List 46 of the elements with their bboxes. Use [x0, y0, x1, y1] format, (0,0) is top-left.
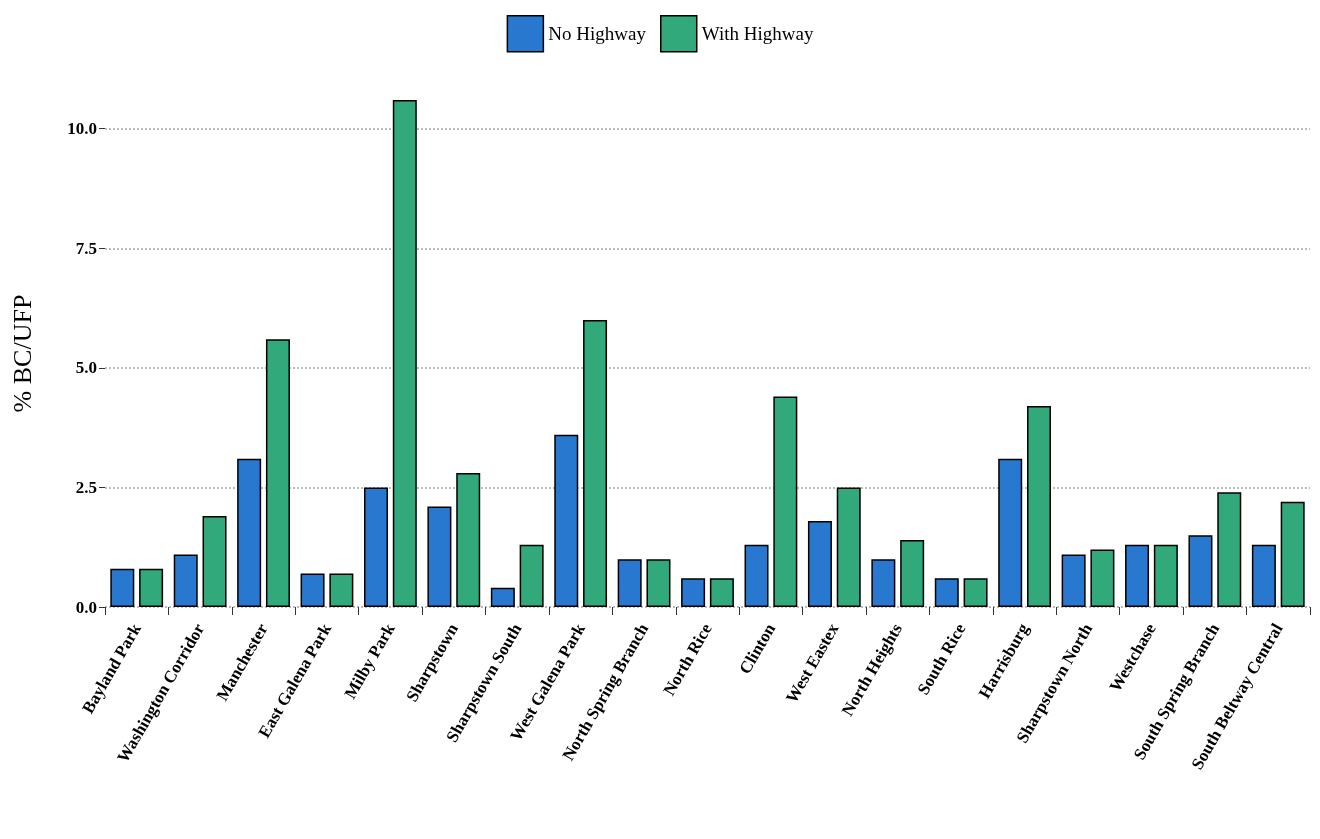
bar	[554, 434, 579, 607]
bar	[1217, 492, 1242, 607]
y-tick-label: 2.5	[75, 477, 97, 497]
bar	[173, 554, 198, 607]
bar	[300, 573, 325, 607]
bar	[1090, 549, 1115, 607]
bar	[963, 578, 988, 607]
bar	[1027, 406, 1052, 607]
y-tick-label: 5.0	[75, 358, 97, 378]
bar	[392, 100, 417, 607]
y-tick-label: 0.0	[75, 597, 97, 617]
bar	[583, 320, 608, 607]
bar	[773, 396, 798, 607]
bar	[1188, 535, 1213, 607]
bar	[646, 559, 671, 607]
bar	[202, 516, 227, 607]
bar	[998, 458, 1023, 607]
legend-label: No Highway	[548, 23, 647, 45]
bar	[709, 578, 734, 607]
bar	[427, 506, 452, 607]
bar	[456, 473, 481, 607]
bar	[1153, 544, 1178, 607]
bar	[744, 544, 769, 607]
y-tick-label: 7.5	[75, 238, 97, 258]
bar	[836, 487, 861, 607]
bar	[363, 487, 388, 607]
bar	[681, 578, 706, 607]
bar	[490, 587, 515, 607]
bar	[617, 559, 642, 607]
bar	[237, 458, 262, 607]
bar	[807, 520, 832, 607]
bar	[1061, 554, 1086, 607]
legend-label: With Highway	[701, 23, 814, 45]
bar	[110, 568, 135, 607]
bar	[1125, 544, 1150, 607]
bar	[1280, 501, 1305, 607]
bar	[329, 573, 354, 607]
bar	[900, 540, 925, 607]
y-tick-label: 10.0	[67, 119, 97, 139]
bar	[139, 568, 164, 607]
bar	[934, 578, 959, 607]
bar	[871, 559, 896, 607]
bar	[519, 544, 544, 607]
y-axis-title: % BC/UFP	[7, 294, 37, 413]
bar	[1251, 544, 1276, 607]
bar	[265, 339, 290, 607]
